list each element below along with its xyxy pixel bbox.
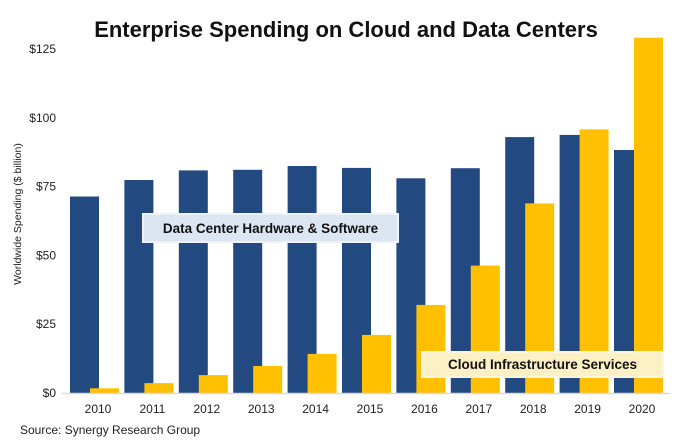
chart-title: Enterprise Spending on Cloud and Data Ce… [94, 17, 598, 42]
y-tick-label: $50 [36, 248, 56, 262]
annotation-cloud-text: Cloud Infrastructure Services [448, 357, 637, 372]
bar-data-center-2013 [233, 169, 263, 393]
x-tick-label: 2013 [248, 402, 275, 416]
y-tick-label: $125 [29, 42, 56, 56]
annotation-cloud-box [421, 351, 664, 378]
x-tick-label: 2012 [193, 402, 220, 416]
bar-cloud-2011 [144, 383, 174, 393]
bar-cloud-2010 [90, 388, 119, 393]
y-axis-label: Worldwide Spending ($ billion) [12, 143, 24, 285]
x-tick-label: 2014 [302, 402, 329, 416]
y-axis: $0 $25 $50 $75 $100 $125 [29, 42, 56, 400]
bar-cloud-2014 [307, 353, 337, 393]
source-note: Source: Synergy Research Group [20, 423, 200, 437]
bar-cloud-2012 [198, 375, 228, 393]
x-tick-label: 2016 [411, 402, 438, 416]
bar-cloud-2013 [253, 366, 283, 393]
bar-cloud-2015 [362, 334, 391, 393]
x-axis: 2010 2011 2012 2013 2014 2015 2016 2017 2018 2019… [85, 402, 656, 416]
annotation-data-center-box [142, 213, 399, 243]
annotation-data-center-text: Data Center Hardware & Software [163, 221, 379, 236]
bar-cloud-2020 [634, 37, 663, 393]
x-tick-label: 2020 [629, 402, 656, 416]
bar-cloud-2019 [579, 129, 609, 393]
bar-data-center-2012 [178, 170, 208, 393]
y-tick-label: $25 [36, 317, 56, 331]
annotation-cloud: Cloud Infrastructure Services [421, 351, 664, 378]
x-tick-label: 2018 [520, 402, 547, 416]
x-tick-label: 2015 [357, 402, 384, 416]
x-tick-label: 2019 [574, 402, 601, 416]
x-tick-label: 2017 [465, 402, 492, 416]
bar-data-center-2010 [70, 196, 99, 393]
x-tick-label: 2010 [85, 402, 112, 416]
bar-data-center-2011 [124, 180, 154, 393]
y-tick-label: $100 [29, 111, 56, 125]
y-tick-label: $75 [36, 180, 56, 194]
bars [70, 37, 663, 393]
y-tick-label: $0 [43, 386, 57, 400]
x-tick-label: 2011 [139, 402, 165, 416]
annotation-data-center: Data Center Hardware & Software [142, 213, 399, 243]
bar-cloud-2016 [416, 304, 446, 393]
